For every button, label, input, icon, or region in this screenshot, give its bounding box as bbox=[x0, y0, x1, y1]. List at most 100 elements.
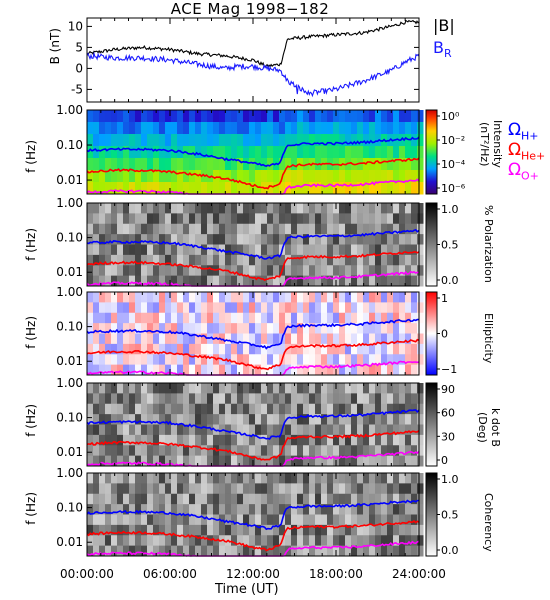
spectrogram-cell bbox=[417, 393, 424, 405]
spectrogram-cell bbox=[159, 223, 166, 235]
spectrogram-cell bbox=[411, 493, 418, 505]
spectrogram-cell bbox=[315, 455, 322, 467]
spectrogram-cell bbox=[213, 483, 220, 495]
spectrogram-cell bbox=[363, 434, 370, 446]
spectrogram-cell bbox=[117, 545, 124, 557]
spectrogram-cell bbox=[153, 493, 160, 505]
spectrogram-cell bbox=[273, 323, 280, 334]
spectrogram-cell bbox=[111, 445, 118, 457]
spectrogram-cell bbox=[327, 354, 334, 366]
spectrogram-cell bbox=[375, 445, 382, 457]
spectrogram-cell bbox=[111, 473, 118, 484]
spectrogram-cell bbox=[99, 545, 106, 557]
spectrogram-cell bbox=[381, 535, 388, 547]
spectrogram-cell bbox=[207, 364, 214, 376]
intensity-cell bbox=[135, 134, 142, 147]
intensity-cell bbox=[369, 158, 376, 171]
spectrogram-cell bbox=[207, 354, 214, 366]
spectrogram-cell bbox=[195, 203, 202, 214]
spectrogram-cell bbox=[93, 424, 100, 436]
spectrogram-cell bbox=[273, 234, 280, 245]
spectrogram-cell bbox=[273, 504, 280, 515]
spectrogram-cell bbox=[183, 364, 190, 376]
spectrogram-cell bbox=[147, 292, 154, 303]
spectrogram-cell bbox=[141, 455, 148, 467]
spectrogram-cell bbox=[231, 234, 238, 245]
spectrogram-cell bbox=[327, 424, 334, 436]
intensity-cell bbox=[375, 146, 382, 159]
spectrogram-cell bbox=[177, 254, 184, 266]
spectrogram-cell bbox=[123, 354, 130, 366]
spectrogram-cell bbox=[117, 483, 124, 495]
spectrogram-cell bbox=[309, 354, 316, 366]
intensity-cell bbox=[291, 146, 298, 159]
spectrogram-cell bbox=[153, 292, 160, 303]
spectrogram-cell bbox=[201, 333, 208, 345]
spectrogram-cell bbox=[183, 254, 190, 266]
intensity-cell bbox=[147, 182, 154, 195]
spectrogram-cell bbox=[255, 535, 262, 547]
spectrogram-cell bbox=[231, 455, 238, 467]
spectrogram-cell bbox=[291, 343, 298, 355]
intensity-cell bbox=[177, 110, 184, 123]
spectrogram-cell bbox=[111, 312, 118, 324]
intensity-cell bbox=[291, 182, 298, 195]
spectrogram-cell bbox=[147, 302, 154, 314]
intensity-cell bbox=[249, 110, 256, 123]
spectrogram-cell bbox=[255, 504, 262, 515]
spectrogram-cell bbox=[333, 514, 340, 526]
spectrogram-cell bbox=[309, 483, 316, 495]
spectrogram-cell bbox=[159, 414, 166, 425]
spectrogram-cell bbox=[93, 234, 100, 245]
spectrogram-cell bbox=[291, 223, 298, 235]
spectrogram-cell bbox=[201, 312, 208, 324]
spectrogram-cell bbox=[393, 203, 400, 214]
spectrogram-cell bbox=[123, 323, 130, 334]
spectrogram-cell bbox=[417, 223, 424, 235]
spectrogram-cell bbox=[351, 403, 358, 415]
intensity-cell bbox=[225, 146, 232, 159]
spectrogram-cell bbox=[261, 265, 268, 277]
spectrogram-cell bbox=[183, 403, 190, 415]
spectrogram-cell bbox=[225, 223, 232, 235]
spectrogram-cell bbox=[393, 424, 400, 436]
intensity-cell bbox=[165, 134, 172, 147]
spectrogram-cell bbox=[231, 393, 238, 405]
intensity-cell bbox=[333, 134, 340, 147]
intensity-cell bbox=[225, 134, 232, 147]
intensity-cell bbox=[255, 134, 262, 147]
spectrogram-cell bbox=[327, 343, 334, 355]
spectrogram-cell bbox=[417, 455, 424, 467]
spectrogram-cell bbox=[123, 312, 130, 324]
spectrogram-cell bbox=[387, 424, 394, 436]
intensity-cell bbox=[189, 146, 196, 159]
spectrogram-cell bbox=[195, 364, 202, 376]
spectrogram-cell bbox=[207, 493, 214, 505]
intensity-cell bbox=[225, 122, 232, 135]
spectrogram-cell bbox=[123, 455, 130, 467]
spectrogram-cell bbox=[183, 354, 190, 366]
spectrogram-cell bbox=[243, 203, 250, 214]
intensity-cell bbox=[231, 134, 238, 147]
spectrogram-cell bbox=[207, 445, 214, 457]
spectrogram-cell bbox=[111, 354, 118, 366]
spectrogram-cell bbox=[105, 445, 112, 457]
spectrogram-cell bbox=[201, 275, 208, 287]
colorbar-label-kdotb: k dot B (Deg) bbox=[476, 408, 502, 447]
intensity-cell bbox=[141, 134, 148, 147]
spectrogram-cell bbox=[141, 424, 148, 436]
spectrogram-cell bbox=[267, 203, 274, 214]
spectrogram-cell bbox=[213, 473, 220, 484]
spectrogram-cell bbox=[261, 383, 268, 394]
intensity-cell bbox=[417, 110, 424, 123]
spectrogram-cell bbox=[207, 265, 214, 277]
spectrogram-cell bbox=[273, 524, 280, 536]
spectrogram-cell bbox=[159, 483, 166, 495]
spectrogram-cell bbox=[315, 312, 322, 324]
spectrogram-cell bbox=[291, 265, 298, 277]
spectrogram-cell bbox=[363, 424, 370, 436]
intensity-cell bbox=[279, 158, 286, 171]
spectrogram-cell bbox=[195, 254, 202, 266]
spectrogram-cell bbox=[363, 514, 370, 526]
spectrogram-cell bbox=[285, 535, 292, 547]
